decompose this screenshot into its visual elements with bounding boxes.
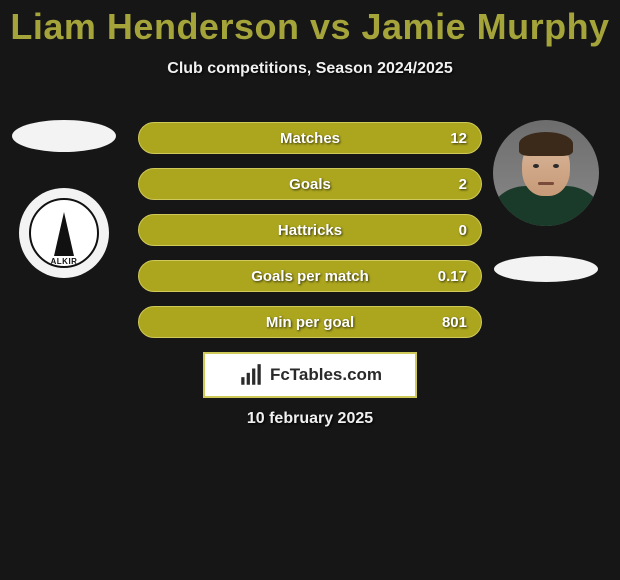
footer-date: 10 february 2025 bbox=[247, 410, 373, 428]
stat-bars: Matches 12 Goals 2 Hattricks 0 Goals per match… bbox=[138, 122, 482, 338]
stat-value: 0 bbox=[459, 222, 467, 239]
club-crest-icon: ALKIR bbox=[29, 198, 99, 268]
page-title: Liam Henderson vs Jamie Murphy bbox=[0, 0, 620, 48]
brand-text: FcTables.com bbox=[270, 365, 382, 385]
stat-value: 801 bbox=[442, 314, 467, 331]
page-subtitle: Club competitions, Season 2024/2025 bbox=[0, 60, 620, 78]
stat-label: Goals bbox=[289, 176, 331, 193]
stat-value: 2 bbox=[459, 176, 467, 193]
right-column bbox=[490, 120, 602, 282]
stat-bar: Goals per match 0.17 bbox=[138, 260, 482, 292]
left-column: ALKIR bbox=[8, 120, 120, 278]
brand-box: FcTables.com bbox=[203, 352, 417, 398]
player-left-placeholder bbox=[12, 120, 116, 152]
stat-bar: Goals 2 bbox=[138, 168, 482, 200]
club-badge-left: ALKIR bbox=[19, 188, 109, 278]
club-right-placeholder bbox=[494, 256, 598, 282]
stat-bar: Hattricks 0 bbox=[138, 214, 482, 246]
stat-label: Min per goal bbox=[266, 314, 354, 331]
stat-label: Hattricks bbox=[278, 222, 342, 239]
player-photo-right bbox=[493, 120, 599, 226]
stat-bar: Matches 12 bbox=[138, 122, 482, 154]
stat-label: Goals per match bbox=[251, 268, 369, 285]
stat-bar: Min per goal 801 bbox=[138, 306, 482, 338]
stat-value: 12 bbox=[450, 130, 467, 147]
club-ring-text: ALKIR bbox=[51, 257, 78, 266]
bar-chart-icon bbox=[238, 362, 264, 388]
stat-value: 0.17 bbox=[438, 268, 467, 285]
stat-label: Matches bbox=[280, 130, 340, 147]
